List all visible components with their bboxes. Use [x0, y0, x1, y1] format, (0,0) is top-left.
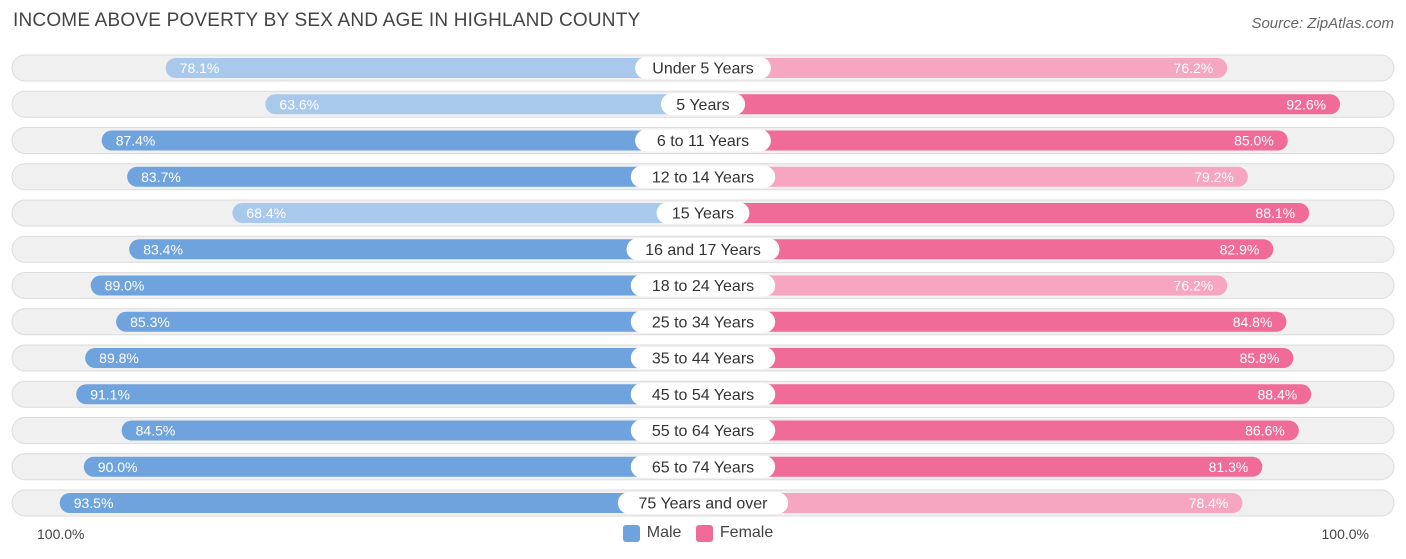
- bar-male-9: [85, 348, 703, 368]
- chart-source: Source: ZipAtlas.com: [1251, 15, 1394, 32]
- legend-label-male: Male: [646, 524, 682, 541]
- bar-male-7: [90, 275, 704, 296]
- category-pill-12: [630, 455, 776, 478]
- category-pill-5: [656, 202, 750, 224]
- bar-female-4: [703, 166, 1248, 187]
- value-label-female-7: 76.2%: [1174, 278, 1214, 294]
- value-label-female-2: 92.6%: [1286, 96, 1326, 112]
- value-label-female-8: 84.8%: [1233, 314, 1273, 330]
- bar-female-12: [703, 456, 1263, 477]
- value-label-female-4: 79.2%: [1194, 169, 1234, 185]
- legend-swatch-female: [695, 524, 713, 542]
- bar-female-11: [703, 420, 1299, 441]
- category-label-5: 15 Years: [672, 206, 734, 223]
- category-label-9: 35 to 44 Years: [652, 351, 754, 368]
- bar-male-5: [232, 203, 703, 223]
- bar-female-9: [703, 348, 1294, 368]
- category-label-1: Under 5 Years: [652, 61, 753, 78]
- bar-female-7: [703, 275, 1228, 296]
- bar-male-10: [76, 384, 704, 405]
- bar-female-10: [703, 384, 1312, 405]
- value-label-male-7: 89.0%: [105, 278, 145, 294]
- category-label-6: 16 and 17 Years: [645, 242, 761, 259]
- value-label-female-10: 88.4%: [1257, 386, 1297, 402]
- legend-item-female: Female: [695, 524, 774, 542]
- value-label-male-11: 84.5%: [136, 423, 176, 439]
- axis-left-label: 100.0%: [37, 526, 85, 542]
- value-label-male-10: 91.1%: [90, 386, 130, 402]
- bar-male-11: [121, 420, 703, 441]
- value-label-male-3: 87.4%: [116, 133, 156, 149]
- value-label-female-11: 86.6%: [1245, 423, 1285, 439]
- value-label-female-5: 88.1%: [1255, 205, 1295, 221]
- category-label-4: 12 to 14 Years: [652, 169, 754, 186]
- value-label-male-5: 68.4%: [246, 205, 286, 221]
- value-label-female-12: 81.3%: [1209, 459, 1249, 475]
- value-label-female-3: 85.0%: [1234, 133, 1274, 149]
- value-label-male-8: 85.3%: [130, 314, 170, 330]
- bar-male-4: [127, 166, 704, 187]
- value-label-male-2: 63.6%: [279, 96, 319, 112]
- value-label-female-13: 78.4%: [1189, 495, 1229, 511]
- legend-item-male: Male: [622, 524, 682, 542]
- bar-female-13: [703, 493, 1243, 513]
- legend-label-female: Female: [719, 524, 774, 541]
- category-label-10: 45 to 54 Years: [652, 387, 754, 404]
- bar-female-8: [703, 311, 1287, 332]
- category-pill-6: [626, 238, 780, 261]
- bar-male-12: [83, 456, 704, 477]
- value-label-male-9: 89.8%: [99, 350, 139, 366]
- category-label-11: 55 to 64 Years: [652, 423, 754, 440]
- category-pill-4: [630, 165, 776, 188]
- category-pill-3: [635, 129, 771, 152]
- value-label-male-13: 93.5%: [74, 495, 114, 511]
- bar-female-3: [703, 130, 1288, 151]
- chart-title: INCOME ABOVE POVERTY BY SEX AND AGE IN H…: [13, 10, 641, 31]
- bar-female-1: [703, 58, 1228, 78]
- bar-male-3: [101, 130, 704, 151]
- value-label-male-1: 78.1%: [180, 60, 220, 76]
- legend-swatch-male: [622, 524, 640, 542]
- bar-male-8: [116, 311, 704, 332]
- value-label-male-6: 83.4%: [143, 241, 183, 257]
- legend: Male Female: [0, 524, 1406, 547]
- axis-right-label: 100.0%: [1321, 526, 1369, 542]
- category-label-7: 18 to 24 Years: [652, 278, 754, 295]
- category-label-3: 6 to 11 Years: [657, 133, 749, 150]
- bar-male-1: [165, 58, 703, 78]
- bar-male-13: [59, 493, 704, 513]
- bar-female-6: [703, 239, 1274, 260]
- category-pill-1: [635, 57, 771, 79]
- bar-male-6: [129, 239, 703, 260]
- chart-canvas: 78.1% 76.2% Under 5 Years 63.6% 92.6% 5 Years…: [11, 54, 1395, 517]
- category-label-13: 75 Years and over: [639, 496, 769, 513]
- category-pill-9: [630, 347, 776, 369]
- category-pill-8: [630, 310, 776, 333]
- bar-female-2: [703, 94, 1341, 115]
- category-pill-13: [617, 492, 789, 514]
- value-label-male-4: 83.7%: [141, 169, 181, 185]
- bar-male-2: [265, 94, 703, 115]
- category-pill-11: [630, 419, 776, 442]
- category-pill-10: [630, 383, 776, 406]
- category-label-2: 5 Years: [676, 97, 729, 114]
- category-label-8: 25 to 34 Years: [652, 314, 754, 331]
- value-label-female-6: 82.9%: [1220, 241, 1260, 257]
- value-label-female-9: 85.8%: [1240, 350, 1280, 366]
- bar-female-5: [703, 203, 1310, 223]
- value-label-female-1: 76.2%: [1174, 60, 1214, 76]
- value-label-male-12: 90.0%: [98, 459, 138, 475]
- category-label-12: 65 to 74 Years: [652, 459, 754, 476]
- category-pill-7: [630, 274, 776, 297]
- category-pill-2: [660, 93, 746, 116]
